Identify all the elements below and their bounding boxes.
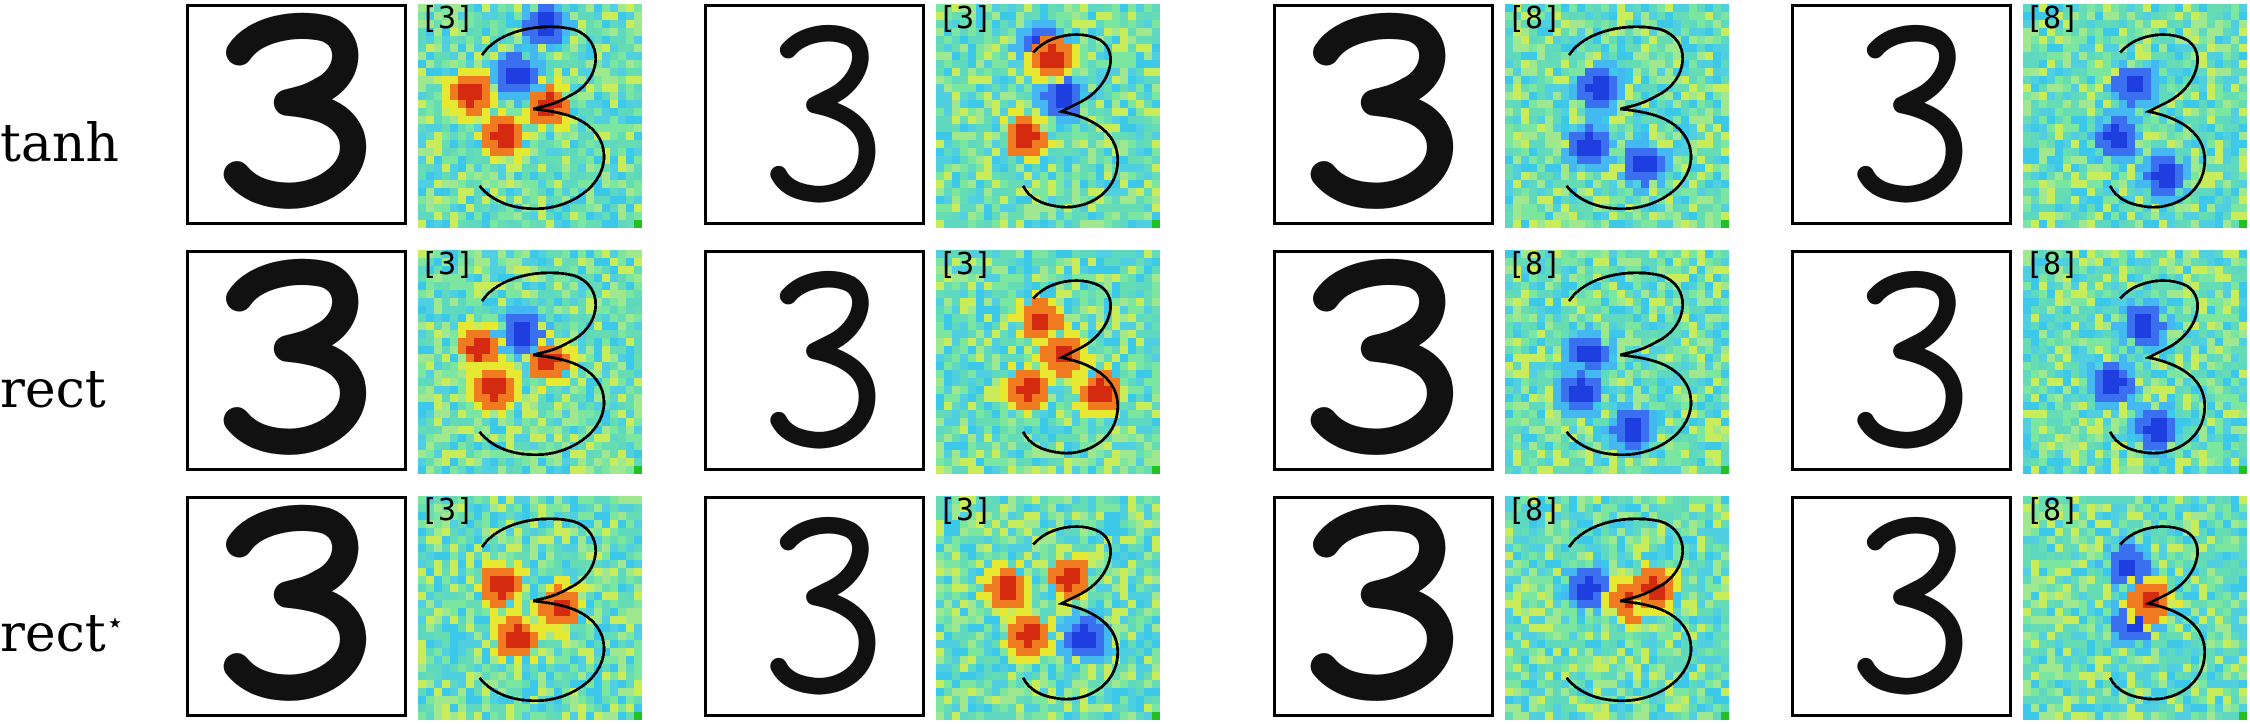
digit-stroke: [779, 525, 867, 686]
relevance-heatmap: [8]: [1505, 250, 1729, 474]
relevance-heatmap: [8]: [2023, 250, 2247, 474]
digit-stroke: [237, 272, 353, 442]
relevance-heatmap: [8]: [1505, 496, 1729, 720]
class-label: [8]: [2025, 4, 2079, 34]
digit-stroke: [779, 33, 867, 194]
row-label-rect-star: rect⋆: [0, 608, 124, 660]
relevance-heatmap: [8]: [2023, 4, 2247, 228]
input-digit-image: [704, 250, 925, 471]
digit-stroke: [1866, 525, 1954, 686]
class-label: [3]: [420, 250, 474, 280]
class-label: [3]: [938, 250, 992, 280]
class-label: [8]: [2025, 496, 2079, 526]
class-label: [8]: [1507, 250, 1561, 280]
digit-stroke: [1324, 272, 1440, 442]
relevance-heatmap: [3]: [418, 250, 642, 474]
class-label: [8]: [1507, 4, 1561, 34]
row-label-text: tanh: [0, 114, 119, 174]
relevance-heatmap: [3]: [936, 496, 1160, 720]
class-label: [3]: [420, 4, 474, 34]
digit-stroke: [1324, 518, 1440, 688]
row-label-tanh: tanh: [0, 118, 119, 170]
row-label-text: rect: [0, 360, 106, 420]
digit-stroke: [1324, 26, 1440, 196]
digit-stroke: [779, 279, 867, 440]
input-digit-image: [1791, 496, 2012, 717]
star-superscript: ⋆: [106, 606, 125, 641]
class-label: [3]: [420, 496, 474, 526]
input-digit-image: [1791, 4, 2012, 225]
class-label: [3]: [938, 4, 992, 34]
digit-stroke: [237, 26, 353, 196]
digit-stroke: [1866, 33, 1954, 194]
relevance-heatmap: [3]: [418, 496, 642, 720]
class-label: [3]: [938, 496, 992, 526]
digit-stroke: [1866, 279, 1954, 440]
input-digit-image: [1791, 250, 2012, 471]
row-label-rect: rect: [0, 364, 106, 416]
class-label: [8]: [2025, 250, 2079, 280]
class-label: [8]: [1507, 496, 1561, 526]
input-digit-image: [186, 4, 407, 225]
relevance-heatmap: [3]: [936, 250, 1160, 474]
input-digit-image: [704, 4, 925, 225]
input-digit-image: [1273, 250, 1494, 471]
input-digit-image: [1273, 4, 1494, 225]
input-digit-image: [704, 496, 925, 717]
relevance-heatmap: [8]: [2023, 496, 2247, 720]
relevance-heatmap: [8]: [1505, 4, 1729, 228]
digit-stroke: [237, 518, 353, 688]
relevance-heatmap: [3]: [936, 4, 1160, 228]
input-digit-image: [186, 496, 407, 717]
input-digit-image: [186, 250, 407, 471]
relevance-heatmap: [3]: [418, 4, 642, 228]
input-digit-image: [1273, 496, 1494, 717]
row-label-text: rect: [0, 604, 106, 664]
